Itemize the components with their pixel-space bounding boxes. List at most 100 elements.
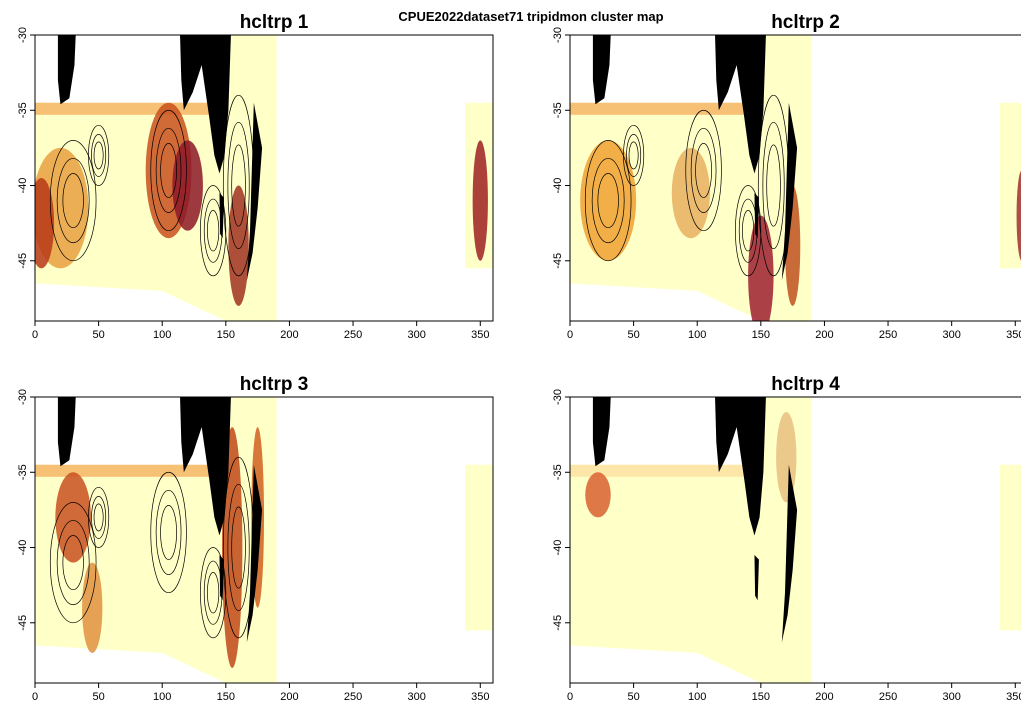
land <box>781 464 798 643</box>
x-tick-label: 200 <box>815 329 833 341</box>
x-tick-label: 300 <box>942 329 960 341</box>
land <box>180 397 231 536</box>
heat-patch <box>580 140 637 261</box>
x-tick-label: 50 <box>92 329 104 341</box>
contour <box>227 483 250 612</box>
contour <box>49 140 97 262</box>
x-tick-label: 250 <box>344 329 362 341</box>
x-tick-label: 250 <box>879 329 897 341</box>
contour <box>735 185 762 277</box>
y-tick-label: -40 <box>17 540 29 556</box>
contour <box>200 547 227 639</box>
x-tick-label: 300 <box>942 691 960 703</box>
contour <box>231 144 246 227</box>
heat-strip <box>35 102 226 115</box>
land <box>246 102 263 281</box>
x-tick-label: 200 <box>815 691 833 703</box>
plot-frame <box>34 34 494 322</box>
x-tick-label: 200 <box>280 329 298 341</box>
contour <box>623 124 645 186</box>
contour <box>56 158 90 244</box>
contour <box>690 127 717 213</box>
land <box>754 555 759 601</box>
x-tick-label: 350 <box>471 329 489 341</box>
land <box>180 35 231 174</box>
land <box>592 35 611 105</box>
map-area <box>570 397 1021 683</box>
contour <box>742 210 755 252</box>
map-area <box>35 35 493 321</box>
x-tick-label: 250 <box>879 691 897 703</box>
contour <box>91 495 107 539</box>
x-tick-label: 150 <box>217 329 235 341</box>
x-tick-label: 0 <box>567 691 573 703</box>
panel-title: hcltrp 3 <box>240 374 309 395</box>
contour <box>91 133 107 177</box>
x-tick-label: 0 <box>567 329 573 341</box>
land <box>57 35 76 105</box>
x-tick-label: 350 <box>471 691 489 703</box>
contour <box>62 173 84 229</box>
land <box>57 397 76 467</box>
panel-title: hcltrp 2 <box>771 12 840 33</box>
y-tick-label: -30 <box>17 389 29 405</box>
contour <box>88 486 110 548</box>
x-tick-label: 150 <box>752 691 770 703</box>
x-tick-label: 300 <box>407 691 425 703</box>
heat-patch <box>1016 170 1021 261</box>
y-tick-label: -40 <box>552 178 564 194</box>
land <box>715 397 766 536</box>
heat-strip <box>570 464 761 477</box>
land <box>219 193 224 239</box>
contour <box>62 535 84 591</box>
y-tick-label: -35 <box>17 464 29 480</box>
heat-patch <box>748 215 774 321</box>
contour <box>93 141 104 170</box>
contour <box>626 133 642 177</box>
contour <box>628 141 639 170</box>
x-tick-label: 200 <box>280 691 298 703</box>
heat-patch <box>82 562 103 653</box>
x-tick-label: 100 <box>688 691 706 703</box>
contour <box>200 185 227 277</box>
heat-patch <box>228 185 249 306</box>
main-title: CPUE2022dataset71 tripidmon cluster map <box>398 9 663 24</box>
contour <box>207 572 220 614</box>
contour <box>227 121 250 250</box>
contour <box>597 173 619 229</box>
y-tick-label: -30 <box>552 389 564 405</box>
x-tick-label: 0 <box>32 691 38 703</box>
contour <box>695 143 712 198</box>
land <box>754 193 759 239</box>
land <box>219 555 224 601</box>
land <box>592 397 611 467</box>
y-tick-label: -45 <box>17 253 29 269</box>
contour <box>56 520 90 606</box>
heat-patch <box>35 178 55 269</box>
x-tick-label: 150 <box>217 691 235 703</box>
panel-title: hcltrp 1 <box>240 12 309 33</box>
y-tick-label: -40 <box>17 178 29 194</box>
contour <box>160 505 177 560</box>
plot-frame <box>34 396 494 684</box>
contour <box>88 124 110 186</box>
contour <box>93 503 104 532</box>
panel-title: hcltrp 4 <box>771 374 840 395</box>
x-tick-label: 100 <box>688 329 706 341</box>
y-tick-label: -30 <box>17 27 29 43</box>
contour <box>155 489 182 575</box>
land <box>781 102 798 281</box>
contour <box>766 144 781 227</box>
plot-frame <box>569 34 1021 322</box>
contour <box>762 121 785 250</box>
heat-strip <box>35 464 226 477</box>
x-tick-label: 50 <box>92 691 104 703</box>
heat-patch <box>472 140 488 261</box>
x-tick-label: 100 <box>153 691 171 703</box>
y-tick-label: -45 <box>552 615 564 631</box>
heat-region <box>1000 464 1021 631</box>
x-tick-label: 250 <box>344 691 362 703</box>
heat-strip <box>570 102 761 115</box>
